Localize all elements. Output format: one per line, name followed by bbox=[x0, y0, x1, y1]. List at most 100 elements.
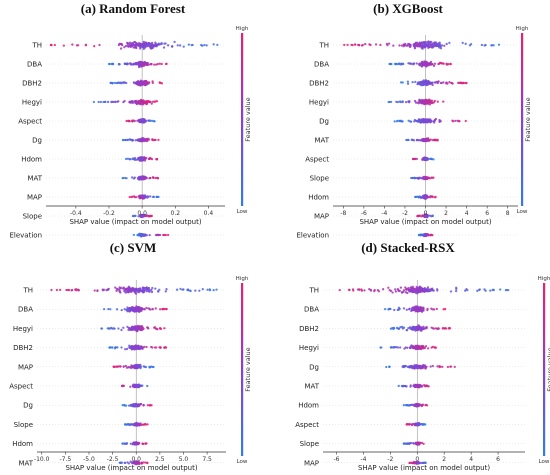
shap-point bbox=[150, 63, 153, 66]
shap-point bbox=[154, 307, 157, 310]
shap-point bbox=[451, 120, 455, 123]
shap-point bbox=[413, 42, 416, 46]
shap-point bbox=[417, 177, 420, 180]
shap-point bbox=[58, 288, 62, 292]
x-tick-label: 2 bbox=[444, 210, 448, 217]
shap-point bbox=[150, 404, 153, 407]
feature-label: MAP bbox=[18, 363, 33, 371]
shap-point bbox=[143, 423, 146, 426]
feature-label: Hegyi bbox=[22, 99, 42, 107]
shap-point bbox=[146, 404, 149, 407]
shap-point bbox=[147, 290, 150, 293]
shap-point bbox=[135, 158, 138, 161]
shap-point bbox=[438, 62, 441, 65]
shap-point bbox=[403, 347, 406, 350]
feature-label: TH bbox=[318, 42, 329, 50]
shap-point bbox=[445, 62, 448, 65]
shap-point bbox=[419, 385, 423, 388]
shap-point bbox=[392, 44, 395, 47]
shap-panel-1: (a) Random ForestTHDBADBH2HegyiAspectDgH… bbox=[9, 1, 252, 240]
shap-point bbox=[421, 80, 424, 83]
shap-point bbox=[434, 139, 437, 142]
shap-point bbox=[128, 366, 131, 369]
shap-point bbox=[418, 41, 421, 44]
shap-point bbox=[404, 364, 407, 368]
shap-point bbox=[124, 44, 128, 48]
shap-point bbox=[137, 80, 141, 84]
shap-point bbox=[179, 287, 182, 291]
feature-label: Hdom bbox=[21, 156, 42, 164]
shap-point bbox=[137, 215, 140, 218]
shap-point bbox=[102, 100, 105, 104]
shap-point bbox=[433, 81, 436, 84]
shap-point bbox=[397, 384, 400, 388]
shap-point bbox=[121, 287, 125, 290]
shap-point bbox=[132, 62, 136, 65]
shap-point bbox=[392, 326, 395, 330]
beeswarm-row-hdom bbox=[121, 441, 148, 446]
shap-point bbox=[133, 385, 136, 389]
shap-point bbox=[404, 384, 407, 388]
shap-point bbox=[404, 286, 407, 289]
feature-label: Elevation bbox=[9, 232, 42, 240]
shap-point bbox=[427, 118, 430, 122]
beeswarm-row-dg bbox=[121, 402, 153, 408]
shap-point bbox=[130, 100, 133, 103]
shap-point bbox=[505, 288, 508, 292]
beeswarm-row-mat bbox=[397, 383, 430, 389]
shap-point bbox=[146, 384, 149, 388]
shap-point bbox=[142, 365, 145, 368]
shap-point bbox=[128, 423, 131, 426]
shap-point bbox=[436, 100, 439, 103]
shap-point bbox=[135, 80, 139, 84]
shap-panel-3: (c) SVMTHDBAHegyiDBH2MAPAspectDgSlopeHdo… bbox=[9, 240, 252, 472]
shap-point bbox=[116, 346, 119, 349]
shap-point bbox=[137, 101, 141, 104]
shap-point bbox=[136, 306, 140, 309]
shap-point bbox=[407, 138, 410, 142]
shap-point bbox=[137, 441, 140, 445]
shap-point bbox=[131, 384, 135, 387]
shap-point bbox=[140, 138, 143, 141]
shap-point bbox=[163, 233, 166, 237]
beeswarm-row-slope bbox=[123, 421, 149, 427]
shap-point bbox=[136, 384, 139, 387]
shap-point bbox=[129, 442, 132, 445]
shap-point bbox=[431, 327, 435, 330]
shap-point bbox=[409, 62, 412, 65]
shap-point bbox=[115, 308, 119, 311]
shap-point bbox=[135, 42, 138, 45]
shap-point bbox=[427, 234, 430, 237]
shap-point bbox=[134, 289, 138, 293]
shap-point bbox=[127, 119, 131, 123]
shap-point bbox=[447, 62, 450, 66]
shap-point bbox=[128, 138, 131, 141]
shap-point bbox=[137, 65, 141, 69]
x-tick-label: -4 bbox=[381, 210, 387, 217]
colorbar-low-label: Low bbox=[237, 209, 248, 215]
shap-point bbox=[149, 195, 152, 198]
shap-point bbox=[148, 100, 151, 104]
shap-point bbox=[142, 442, 145, 446]
shap-point bbox=[424, 157, 428, 161]
shap-point bbox=[138, 42, 141, 45]
beeswarm-row-slope bbox=[131, 213, 153, 219]
shap-point bbox=[410, 288, 414, 291]
beeswarm-row-map bbox=[112, 363, 155, 370]
shap-point bbox=[93, 289, 96, 292]
shap-point bbox=[402, 307, 406, 310]
shap-point bbox=[142, 156, 146, 160]
shap-point bbox=[131, 176, 134, 179]
shap-point bbox=[410, 344, 413, 347]
shap-point bbox=[151, 80, 154, 83]
shap-point bbox=[208, 288, 211, 291]
shap-point bbox=[406, 291, 409, 295]
beeswarm-row-slope bbox=[410, 175, 435, 181]
shap-point bbox=[139, 63, 142, 67]
shap-point bbox=[415, 366, 418, 369]
beeswarm-row-dba bbox=[383, 305, 447, 313]
shap-point bbox=[431, 42, 435, 45]
shap-point bbox=[442, 308, 445, 311]
shap-point bbox=[400, 384, 404, 388]
